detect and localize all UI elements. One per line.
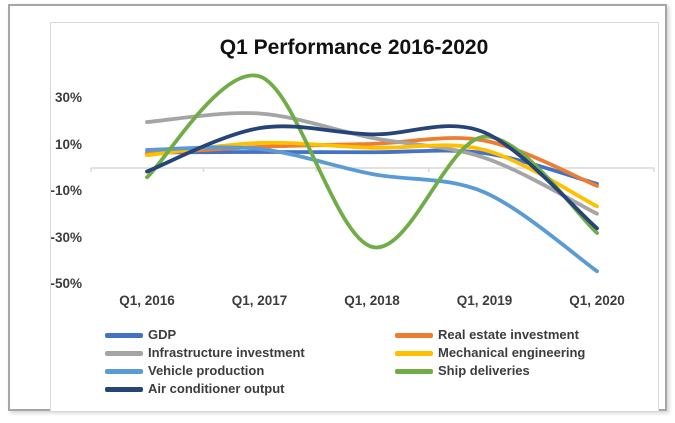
legend-line-swatch xyxy=(105,351,143,356)
legend-label: Real estate investment xyxy=(438,327,579,342)
legend-label: Air conditioner output xyxy=(148,381,285,396)
zero-axis-line xyxy=(90,167,655,172)
legend-label: Infrastructure investment xyxy=(148,345,305,360)
legend-label: Vehicle production xyxy=(148,363,265,378)
screenshot-frame: Q1 Performance 2016-2020 30% 10% -10% -30% -… xyxy=(8,4,667,412)
y-tick-label: -30% xyxy=(50,229,82,245)
legend-label: Ship deliveries xyxy=(438,363,530,378)
series-line-infrastructure-investment xyxy=(145,111,599,216)
series-line-mechanical-engineering xyxy=(145,140,599,209)
legend-label: Mechanical engineering xyxy=(438,345,586,360)
series-line-vehicle-production xyxy=(145,145,599,274)
x-tick-label: Q1, 2016 xyxy=(119,293,175,308)
series-line-ship-deliveries xyxy=(145,73,599,250)
legend-line-swatch xyxy=(395,333,433,338)
x-tick-label: Q1, 2018 xyxy=(344,293,400,308)
chart-plot-background xyxy=(50,22,659,412)
y-tick-label: 10% xyxy=(54,136,82,152)
series-line-air-conditioner-output xyxy=(145,124,599,231)
series-line-gdp xyxy=(145,148,599,186)
y-tick-label: 30% xyxy=(54,90,82,106)
line-chart-canvas xyxy=(90,73,655,274)
x-tick-label: Q1, 2019 xyxy=(456,293,513,308)
legend-line-swatch xyxy=(105,387,143,392)
y-tick-label: -50% xyxy=(50,276,82,291)
x-tick-label: Q1, 2017 xyxy=(231,293,288,308)
legend-line-swatch xyxy=(105,333,143,338)
legend-line-swatch xyxy=(105,369,143,374)
x-tick-label: Q1, 2020 xyxy=(569,293,625,308)
legend-label: GDP xyxy=(148,327,177,342)
y-tick-label: -10% xyxy=(50,183,82,199)
legend-line-swatch xyxy=(395,369,433,374)
legend-line-swatch xyxy=(395,351,433,356)
chart-title: Q1 Performance 2016-2020 xyxy=(219,36,489,59)
